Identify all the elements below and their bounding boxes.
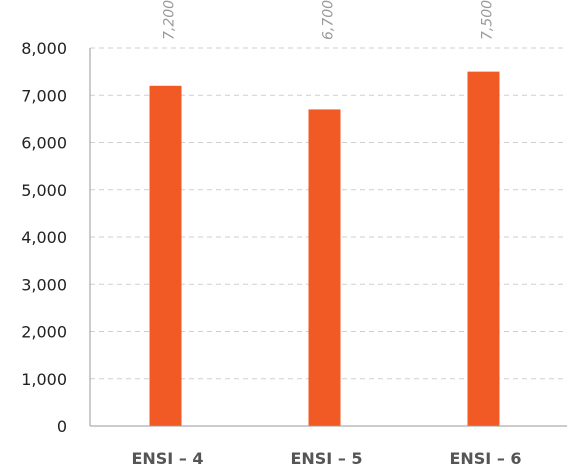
- x-tick-label: ENSI – 5: [290, 449, 362, 468]
- y-tick-label: 8,000: [21, 39, 67, 58]
- y-tick-label: 4,000: [21, 228, 67, 247]
- data-label: 7,200: [162, 0, 178, 40]
- y-tick-label: 0: [57, 417, 67, 436]
- bar: [467, 71, 500, 426]
- bar: [149, 85, 182, 427]
- labels: 0 1,000 2,000 3,000 4,000 5,000 6,000 7,000 8,00…: [21, 0, 521, 468]
- y-tick-label: 6,000: [21, 134, 67, 153]
- x-tick-label: ENSI – 4: [131, 449, 203, 468]
- y-tick-label: 3,000: [21, 275, 67, 294]
- bars: [149, 71, 500, 427]
- axes: [89, 48, 567, 427]
- data-label: 7,500: [480, 0, 496, 40]
- x-tick-label: ENSI – 6: [449, 449, 521, 468]
- data-label: 6,700: [321, 0, 337, 40]
- y-tick-label: 2,000: [21, 323, 67, 342]
- y-tick-label: 5,000: [21, 181, 67, 200]
- y-tick-label: 1,000: [21, 370, 67, 389]
- bar: [308, 109, 341, 427]
- y-tick-label: 7,000: [21, 86, 67, 105]
